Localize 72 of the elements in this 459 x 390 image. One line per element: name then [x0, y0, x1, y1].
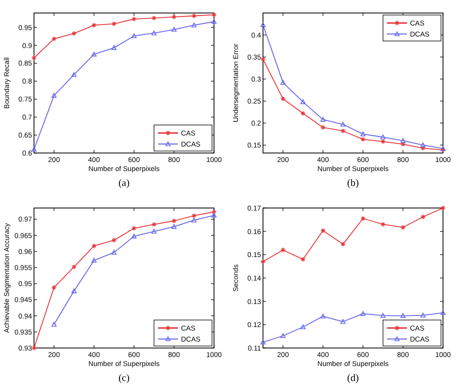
- point: [440, 310, 446, 315]
- point: [151, 30, 157, 36]
- point: [300, 110, 306, 116]
- point: [211, 212, 217, 218]
- point: [111, 45, 117, 50]
- point: [300, 99, 306, 104]
- point: [131, 16, 137, 22]
- point: [131, 33, 137, 38]
- point: [151, 15, 157, 21]
- point: [260, 340, 266, 344]
- point: [51, 92, 57, 98]
- point: [360, 311, 366, 316]
- point: [131, 234, 137, 238]
- point: [91, 243, 97, 249]
- point: [360, 131, 366, 136]
- point: [420, 214, 426, 220]
- text: (c): [118, 373, 130, 384]
- point: [340, 122, 346, 127]
- point: [420, 142, 426, 148]
- point: [191, 218, 197, 222]
- point: [280, 333, 286, 338]
- point: [51, 284, 57, 290]
- point: [400, 313, 406, 318]
- point: [380, 134, 386, 140]
- point: [51, 322, 57, 327]
- point: [340, 319, 346, 324]
- point: [380, 222, 386, 227]
- point: [171, 224, 177, 229]
- point: [131, 226, 137, 231]
- point: [211, 19, 217, 24]
- point: [191, 22, 197, 28]
- point: [111, 21, 117, 26]
- point: [380, 312, 386, 318]
- text: (d): [347, 373, 359, 384]
- point: [280, 96, 286, 102]
- point: [320, 116, 326, 122]
- point: [171, 218, 177, 224]
- point: [191, 213, 197, 218]
- point: [340, 128, 346, 134]
- point: [280, 247, 286, 253]
- point: [320, 314, 326, 318]
- point: [300, 256, 306, 262]
- point: [280, 80, 286, 85]
- point: [400, 138, 406, 143]
- point: [171, 26, 177, 32]
- point: [320, 124, 326, 130]
- point: [380, 138, 386, 144]
- text: (b): [347, 178, 359, 189]
- point: [71, 288, 77, 294]
- point: [111, 238, 117, 243]
- point: [91, 258, 97, 263]
- point: [400, 224, 406, 230]
- point: [91, 22, 97, 28]
- point: [260, 22, 266, 28]
- point: [300, 324, 306, 330]
- point: [151, 222, 157, 228]
- point: [171, 14, 177, 20]
- point: [420, 312, 426, 318]
- point: [91, 52, 97, 56]
- point: [71, 264, 77, 270]
- point: [51, 36, 57, 42]
- point: [71, 72, 77, 77]
- point: [340, 242, 346, 247]
- point: [71, 30, 77, 36]
- text: (a): [118, 178, 130, 189]
- point: [151, 228, 157, 234]
- point: [360, 216, 366, 222]
- point: [31, 146, 37, 152]
- point: [360, 136, 366, 142]
- point: [320, 228, 326, 234]
- point: [420, 146, 426, 151]
- point: [111, 250, 117, 255]
